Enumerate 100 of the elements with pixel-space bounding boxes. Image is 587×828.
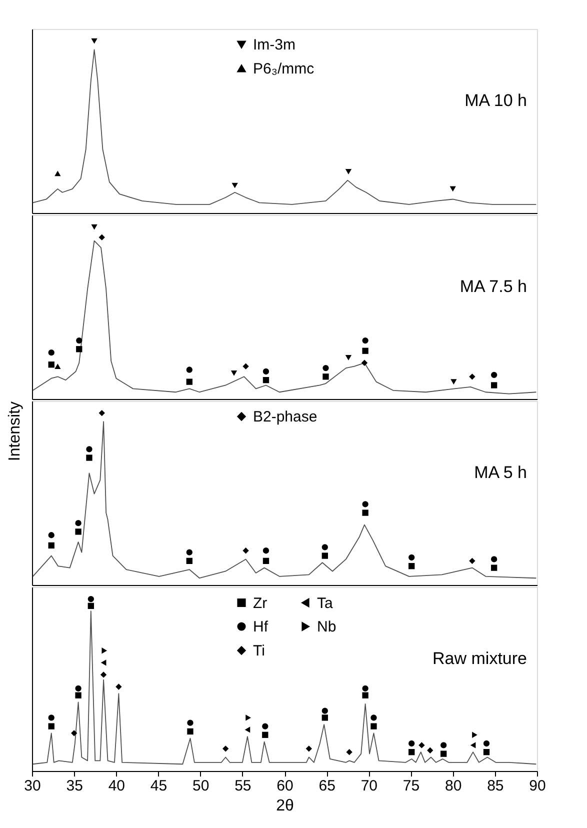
point xyxy=(346,749,352,756)
point xyxy=(322,364,329,372)
point xyxy=(408,554,415,561)
point xyxy=(242,363,249,370)
legend-label: Zr xyxy=(253,594,268,612)
legend-label: Hf xyxy=(253,618,269,636)
point xyxy=(48,723,54,730)
annotation: MA 10 h xyxy=(464,91,527,110)
point xyxy=(483,749,490,756)
point xyxy=(100,672,107,678)
point xyxy=(362,501,368,508)
point xyxy=(232,182,238,188)
point xyxy=(483,740,490,747)
point xyxy=(76,346,82,352)
legend-label: Ti xyxy=(253,642,265,660)
point xyxy=(427,747,434,754)
point xyxy=(345,355,352,360)
point xyxy=(418,742,425,748)
annotation: MA 7.5 h xyxy=(460,277,527,296)
point xyxy=(322,714,328,721)
point xyxy=(86,446,92,452)
x-tick-label: 70 xyxy=(360,778,378,794)
point xyxy=(244,726,250,733)
point xyxy=(472,732,478,738)
point xyxy=(262,377,270,384)
x-axis-title: 2θ xyxy=(276,798,294,814)
x-tick-label: 30 xyxy=(24,778,41,794)
point xyxy=(116,684,122,690)
point xyxy=(75,520,82,526)
x-tick-label: 55 xyxy=(234,778,252,794)
point xyxy=(469,558,476,564)
point xyxy=(362,337,368,344)
point xyxy=(262,732,268,738)
x-tick-label: 75 xyxy=(402,778,420,794)
legend-label: Nb xyxy=(317,618,336,636)
point xyxy=(75,528,82,535)
point xyxy=(322,374,329,380)
point xyxy=(440,750,447,757)
point xyxy=(322,552,328,559)
x-tick-label: 65 xyxy=(318,778,336,794)
x-tick-label: 85 xyxy=(487,778,504,794)
point xyxy=(322,708,328,714)
point xyxy=(48,362,54,368)
point xyxy=(186,549,192,556)
x-tick-label: 45 xyxy=(150,778,168,794)
point xyxy=(98,410,105,416)
point xyxy=(262,548,270,554)
y-axis-title: Intensity xyxy=(6,402,24,462)
point xyxy=(362,685,368,692)
point xyxy=(88,602,94,609)
point xyxy=(48,349,54,356)
point xyxy=(186,378,192,385)
point xyxy=(262,368,270,375)
point xyxy=(408,740,415,747)
point xyxy=(246,714,251,721)
point xyxy=(230,370,238,376)
point xyxy=(48,532,54,538)
legend-label: Im-3m xyxy=(253,36,296,54)
point xyxy=(470,742,476,748)
point xyxy=(490,372,498,378)
point xyxy=(362,692,368,698)
point xyxy=(362,510,368,516)
point xyxy=(54,364,61,369)
point xyxy=(408,749,415,756)
point xyxy=(48,542,54,549)
point xyxy=(75,685,82,692)
point xyxy=(75,692,82,698)
point xyxy=(242,548,249,554)
point xyxy=(370,723,377,730)
point xyxy=(322,544,328,550)
point xyxy=(54,170,61,176)
point xyxy=(222,746,229,752)
point xyxy=(186,366,192,373)
point xyxy=(48,714,54,721)
point xyxy=(490,556,498,562)
legend-label: P6₃/mmc xyxy=(253,60,315,78)
point xyxy=(306,746,312,752)
point xyxy=(469,374,476,380)
point xyxy=(370,714,377,721)
x-tick-label: 40 xyxy=(108,778,126,794)
point xyxy=(186,558,192,564)
annotation: Raw mixture xyxy=(432,649,527,668)
point xyxy=(98,234,105,240)
x-tick-label: 90 xyxy=(529,778,546,794)
x-tick-label: 80 xyxy=(444,778,462,794)
point xyxy=(100,660,106,666)
point xyxy=(187,720,194,726)
point xyxy=(86,454,92,461)
point xyxy=(345,169,352,174)
point xyxy=(440,742,447,748)
point xyxy=(361,360,368,366)
legend-label: B2-phase xyxy=(253,408,318,426)
point xyxy=(262,558,270,564)
point xyxy=(88,596,94,602)
point xyxy=(71,730,78,736)
point xyxy=(91,224,98,230)
point xyxy=(450,379,457,384)
x-tick-label: 35 xyxy=(66,778,83,794)
point xyxy=(91,38,98,44)
point xyxy=(362,348,368,354)
